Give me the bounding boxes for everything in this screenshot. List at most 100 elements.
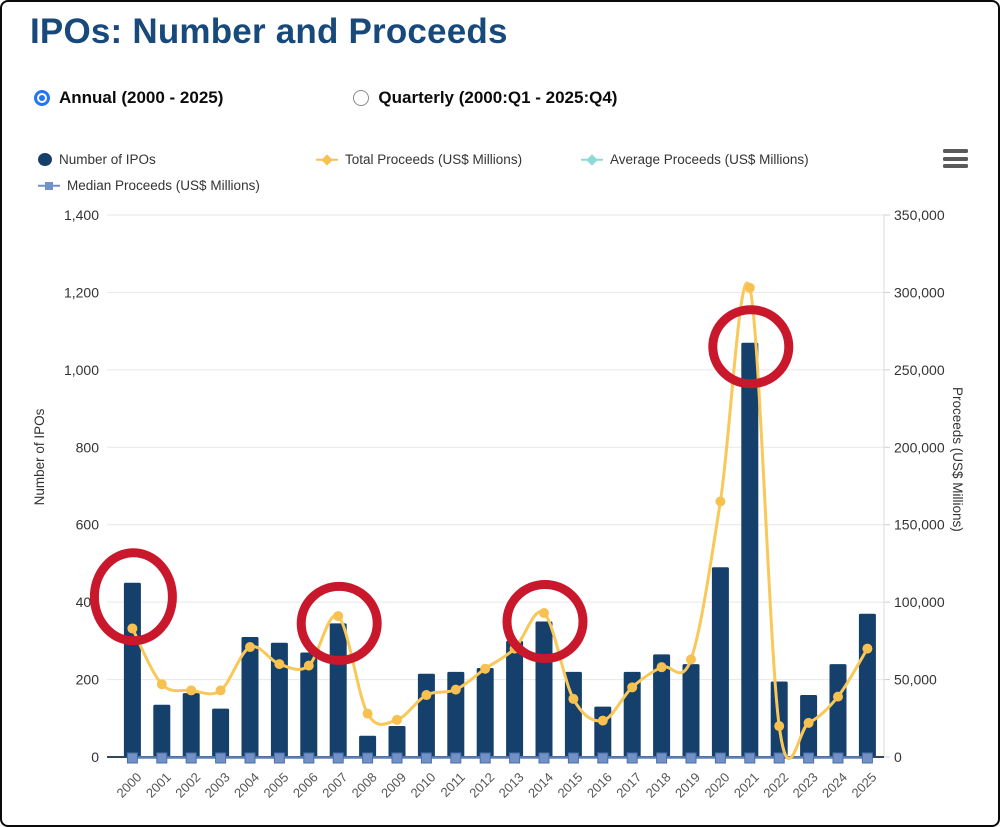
total-proceeds-marker-2020[interactable] — [715, 496, 726, 507]
median-marker-2022[interactable] — [773, 752, 785, 764]
bar-2024[interactable] — [829, 664, 847, 757]
total-proceeds-marker-2021[interactable] — [744, 282, 755, 293]
bar-2012[interactable] — [476, 667, 494, 757]
bar-2006[interactable] — [300, 652, 318, 757]
median-marker-2021[interactable] — [744, 752, 756, 764]
hamburger-icon — [943, 149, 968, 153]
total-proceeds-marker-2002[interactable] — [186, 685, 197, 696]
legend-item-average-proceeds-us-millions[interactable]: Average Proceeds (US$ Millions) — [581, 152, 809, 167]
bar-2003[interactable] — [212, 708, 230, 757]
left-axis-tick-label: 800 — [76, 439, 100, 455]
bar-2016[interactable] — [594, 706, 612, 757]
total-proceeds-marker-2014[interactable] — [539, 607, 549, 618]
bar-2018[interactable] — [653, 654, 671, 757]
total-proceeds-marker-2006[interactable] — [303, 660, 314, 671]
legend-item-median-proceeds-us-millions[interactable]: Median Proceeds (US$ Millions) — [38, 178, 260, 193]
median-marker-2018[interactable] — [656, 752, 668, 764]
total-proceeds-marker-2010[interactable] — [421, 690, 432, 701]
median-marker-2020[interactable] — [714, 752, 726, 764]
total-proceeds-marker-2018[interactable] — [656, 662, 667, 673]
legend-item-number-of-ipos[interactable]: Number of IPOs — [38, 152, 156, 167]
median-marker-2014[interactable] — [538, 752, 550, 764]
bar-2005[interactable] — [270, 642, 288, 757]
bar-2025[interactable] — [858, 613, 876, 757]
median-marker-2024[interactable] — [832, 752, 844, 764]
right-axis-tick-label: 50,000 — [894, 672, 937, 688]
median-marker-2016[interactable] — [597, 752, 609, 764]
radio-quarterly-control[interactable] — [353, 90, 370, 106]
total-proceeds-marker-2024[interactable] — [833, 691, 843, 702]
bar-2013[interactable] — [506, 640, 524, 757]
total-proceeds-marker-2016[interactable] — [597, 715, 608, 726]
total-proceeds-marker-2005[interactable] — [274, 659, 285, 670]
x-axis-label-2014: 2014 — [525, 770, 556, 801]
median-marker-2001[interactable] — [156, 752, 168, 764]
total-proceeds-marker-2015[interactable] — [568, 693, 579, 704]
legend-item-label: Average Proceeds (US$ Millions) — [610, 152, 809, 167]
total-proceeds-marker-2017[interactable] — [627, 682, 638, 693]
total-proceeds-marker-2001[interactable] — [156, 679, 167, 690]
median-marker-2007[interactable] — [332, 752, 344, 764]
total-proceeds-marker-2007[interactable] — [333, 611, 344, 622]
total-proceeds-marker-2008[interactable] — [362, 708, 373, 719]
left-axis-tick-label: 0 — [91, 749, 99, 765]
median-marker-2003[interactable] — [215, 752, 227, 764]
median-marker-2008[interactable] — [362, 752, 374, 764]
median-marker-2006[interactable] — [303, 752, 315, 764]
median-marker-2023[interactable] — [803, 752, 815, 764]
range-selector: Annual (2000 - 2025) Quarterly (2000:Q1 … — [34, 88, 617, 108]
total-proceeds-marker-2009[interactable] — [392, 714, 402, 725]
hamburger-icon — [943, 164, 968, 168]
median-marker-2010[interactable] — [420, 752, 432, 764]
legend-item-label: Median Proceeds (US$ Millions) — [67, 178, 260, 193]
x-axis-label-2019: 2019 — [672, 770, 703, 801]
median-marker-2012[interactable] — [479, 752, 491, 764]
total-proceeds-marker-2023[interactable] — [803, 717, 814, 728]
bar-2001[interactable] — [153, 704, 171, 757]
total-proceeds-marker-2025[interactable] — [862, 643, 873, 654]
bar-2000[interactable] — [123, 582, 141, 757]
median-marker-2015[interactable] — [567, 752, 579, 764]
highlight-circle-2007 — [296, 581, 382, 665]
legend-item-total-proceeds-us-millions[interactable]: Total Proceeds (US$ Millions) — [316, 152, 522, 167]
bar-2009[interactable] — [388, 726, 406, 757]
median-marker-2017[interactable] — [626, 752, 638, 764]
highlight-circle-2021 — [708, 305, 794, 389]
median-marker-2005[interactable] — [273, 752, 285, 764]
median-marker-2019[interactable] — [685, 752, 697, 764]
bar-2014[interactable] — [535, 621, 553, 758]
total-proceeds-marker-2004[interactable] — [245, 642, 255, 653]
total-proceeds-marker-2003[interactable] — [215, 685, 226, 696]
bar-2008[interactable] — [359, 735, 377, 757]
bar-2004[interactable] — [241, 636, 259, 757]
right-axis-tick-label: 100,000 — [894, 594, 945, 610]
total-proceeds-marker-2011[interactable] — [450, 684, 461, 695]
median-marker-2009[interactable] — [391, 752, 403, 764]
right-axis-title: Proceeds (US$ Millions) — [950, 387, 965, 532]
bar-2015[interactable] — [564, 671, 582, 757]
total-proceeds-marker-2000[interactable] — [127, 623, 138, 634]
chart-context-menu-button[interactable] — [943, 149, 968, 168]
bar-2010[interactable] — [417, 673, 435, 757]
radio-annual-control[interactable] — [34, 90, 50, 106]
total-proceeds-marker-2022[interactable] — [774, 721, 785, 732]
bar-2020[interactable] — [711, 567, 729, 757]
median-marker-2011[interactable] — [450, 752, 462, 764]
total-proceeds-marker-2012[interactable] — [480, 663, 491, 674]
radio-quarterly[interactable]: Quarterly (2000:Q1 - 2025:Q4) — [353, 88, 617, 108]
median-marker-2025[interactable] — [861, 752, 873, 764]
radio-quarterly-label: Quarterly (2000:Q1 - 2025:Q4) — [378, 88, 618, 107]
x-axis-label-2004: 2004 — [231, 770, 262, 801]
bar-2011[interactable] — [447, 671, 465, 757]
highlight-circle-2000 — [89, 548, 177, 646]
bar-2021[interactable] — [741, 342, 759, 757]
median-marker-2004[interactable] — [244, 752, 256, 764]
bar-2002[interactable] — [182, 693, 200, 757]
median-marker-2013[interactable] — [509, 752, 521, 764]
median-marker-2000[interactable] — [126, 752, 138, 764]
total-proceeds-marker-2019[interactable] — [686, 654, 696, 665]
bar-2019[interactable] — [682, 664, 700, 757]
bar-2007[interactable] — [329, 623, 347, 757]
median-marker-2002[interactable] — [185, 752, 197, 764]
radio-annual[interactable]: Annual (2000 - 2025) — [34, 88, 223, 108]
